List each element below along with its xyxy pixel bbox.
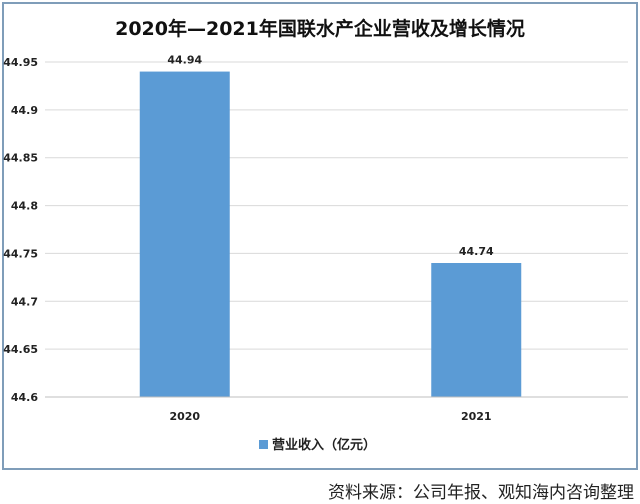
y-tick-label: 44.9 [11, 104, 38, 117]
y-tick-label: 44.8 [11, 200, 38, 213]
y-tick-label: 44.6 [11, 391, 38, 404]
bar-2021 [431, 263, 522, 397]
chart-frame [2, 2, 638, 470]
chart-title: 2020年—2021年国联水产企业营收及增长情况 [115, 18, 525, 40]
x-tick-label: 2021 [461, 410, 492, 423]
y-tick-label: 44.65 [3, 343, 38, 356]
y-tick-label: 44.85 [3, 152, 38, 165]
source-note: 资料来源：公司年报、观知海内咨询整理 [328, 483, 634, 503]
legend-label: 营业收入（亿元） [272, 437, 376, 453]
y-tick-label: 44.95 [3, 56, 38, 69]
bar-chart: 44.6 44.65 44.7 44.75 44.8 44.85 44.9 44.95 44.9… [3, 54, 628, 453]
y-tick-label: 44.7 [11, 295, 38, 308]
y-tick-label: 44.75 [3, 247, 38, 260]
bar-2020 [139, 71, 230, 398]
x-tick-label: 2020 [169, 410, 200, 423]
data-label: 44.74 [459, 245, 494, 258]
data-label: 44.94 [167, 54, 202, 67]
legend-swatch [259, 440, 268, 449]
